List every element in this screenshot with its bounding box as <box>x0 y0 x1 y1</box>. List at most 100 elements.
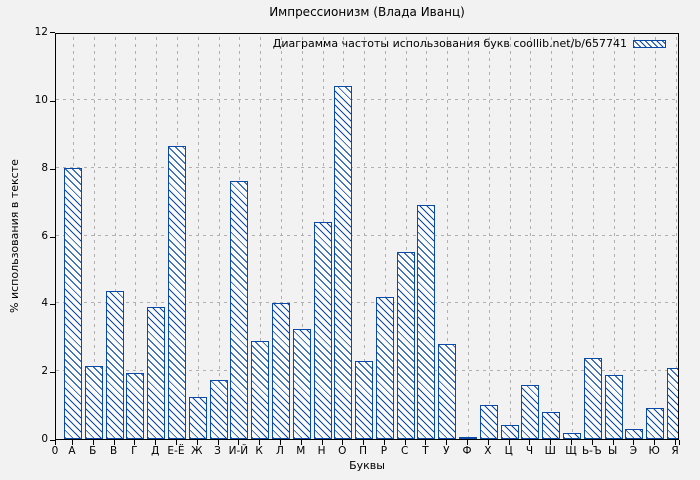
x-tick-label: М <box>296 445 306 457</box>
v-gridline <box>384 34 386 439</box>
chart-title: Импрессионизм (Влада Иванц) <box>269 5 465 19</box>
v-gridline <box>551 34 553 439</box>
x-tick-label: Л <box>275 445 284 457</box>
y-tick-mark <box>50 372 55 374</box>
x-tick-mark <box>467 440 469 445</box>
x-tick-label: В <box>109 445 118 457</box>
v-gridline <box>280 34 282 439</box>
v-gridline <box>197 34 199 439</box>
x-tick-label: Т <box>422 445 429 457</box>
h-gridline <box>56 234 678 236</box>
x-tick-mark <box>508 440 510 445</box>
x-axis-label: Буквы <box>349 459 385 472</box>
v-gridline <box>634 34 636 439</box>
x-tick-label: Х <box>484 445 492 457</box>
y-tick-label: 10 <box>34 93 48 106</box>
y-tick-label: 6 <box>41 229 48 242</box>
x-tick-label: Б <box>89 445 97 457</box>
v-gridline <box>260 34 262 439</box>
x-tick-label: У <box>443 445 450 457</box>
x-tick-label: Ц <box>504 445 513 457</box>
x-tick-mark <box>279 440 281 445</box>
v-gridline <box>488 34 490 439</box>
x-tick-label: С <box>401 445 409 457</box>
bar <box>479 405 498 439</box>
v-gridline <box>405 34 407 439</box>
x-tick-label: Ю <box>648 445 660 457</box>
x-tick-label: Я <box>671 445 679 457</box>
x-tick-label: И-Й <box>228 445 249 457</box>
x-tick-label: Э <box>629 445 638 457</box>
x-tick-mark <box>529 440 531 445</box>
x-tick-label: Д <box>151 445 160 457</box>
bar <box>646 408 665 439</box>
x-tick-mark <box>571 440 573 445</box>
x-tick-label: Р <box>380 445 388 457</box>
x-tick-mark <box>55 440 56 445</box>
y-tick-label: 12 <box>34 26 48 38</box>
x-tick-mark <box>591 440 593 445</box>
bar <box>230 181 249 439</box>
y-tick-mark <box>50 236 55 238</box>
x-tick-label: Г <box>131 445 138 457</box>
v-gridline <box>135 34 137 439</box>
bar <box>521 384 540 439</box>
bar <box>417 204 436 439</box>
x-tick-mark <box>446 440 448 445</box>
x-tick-mark <box>679 440 680 445</box>
bar <box>542 411 561 439</box>
bar <box>583 357 602 439</box>
h-gridline <box>56 302 678 304</box>
plot-area: Диаграмма частоты использования букв coo… <box>55 33 679 440</box>
bar <box>251 340 270 439</box>
y-tick-label: 2 <box>41 365 48 378</box>
y-tick-mark <box>50 100 55 102</box>
bar <box>625 428 644 439</box>
v-gridline <box>114 34 116 439</box>
x-tick-mark <box>675 440 676 445</box>
y-tick-mark <box>50 168 55 170</box>
v-gridline <box>655 34 657 439</box>
x-tick-label: А <box>68 445 76 457</box>
y-tick-mark <box>50 440 55 441</box>
x-tick-mark <box>217 440 219 445</box>
x-tick-label: Ч <box>525 445 534 457</box>
x-tick-label: Н <box>317 445 326 457</box>
x-tick-mark <box>134 440 136 445</box>
y-tick-mark <box>50 304 55 306</box>
v-gridline <box>93 34 95 439</box>
bar <box>500 425 519 439</box>
y-tick-mark <box>50 32 55 33</box>
x-tick-mark <box>342 440 344 445</box>
bar <box>313 221 332 439</box>
v-gridline <box>447 34 449 439</box>
bar <box>355 361 374 439</box>
x-tick-mark <box>238 440 240 445</box>
bar <box>396 252 415 439</box>
x-tick-label: Ш <box>544 445 556 457</box>
x-tick-label: З <box>214 445 221 457</box>
bar <box>271 303 290 439</box>
bar <box>209 379 228 439</box>
x-tick-mark <box>113 440 115 445</box>
x-tick-label: Ы <box>607 445 618 457</box>
bar <box>126 372 145 439</box>
x-tick-label: Щ <box>565 445 577 457</box>
bar <box>459 436 478 439</box>
bar <box>563 432 582 439</box>
bar <box>334 86 353 439</box>
y-tick-label: 8 <box>41 161 48 174</box>
h-gridline <box>56 98 678 100</box>
v-gridline <box>301 34 303 439</box>
x-tick-mark <box>92 440 94 445</box>
v-gridline <box>592 34 594 439</box>
x-tick-mark <box>155 440 157 445</box>
h-gridline <box>56 166 678 168</box>
x-tick-mark <box>72 440 73 445</box>
x-tick-mark <box>321 440 323 445</box>
x-tick-label: К <box>255 445 263 457</box>
x-tick-label: Е-Ё <box>167 445 185 457</box>
x-tick-mark <box>404 440 406 445</box>
legend-swatch <box>633 40 666 48</box>
v-gridline <box>530 34 532 439</box>
